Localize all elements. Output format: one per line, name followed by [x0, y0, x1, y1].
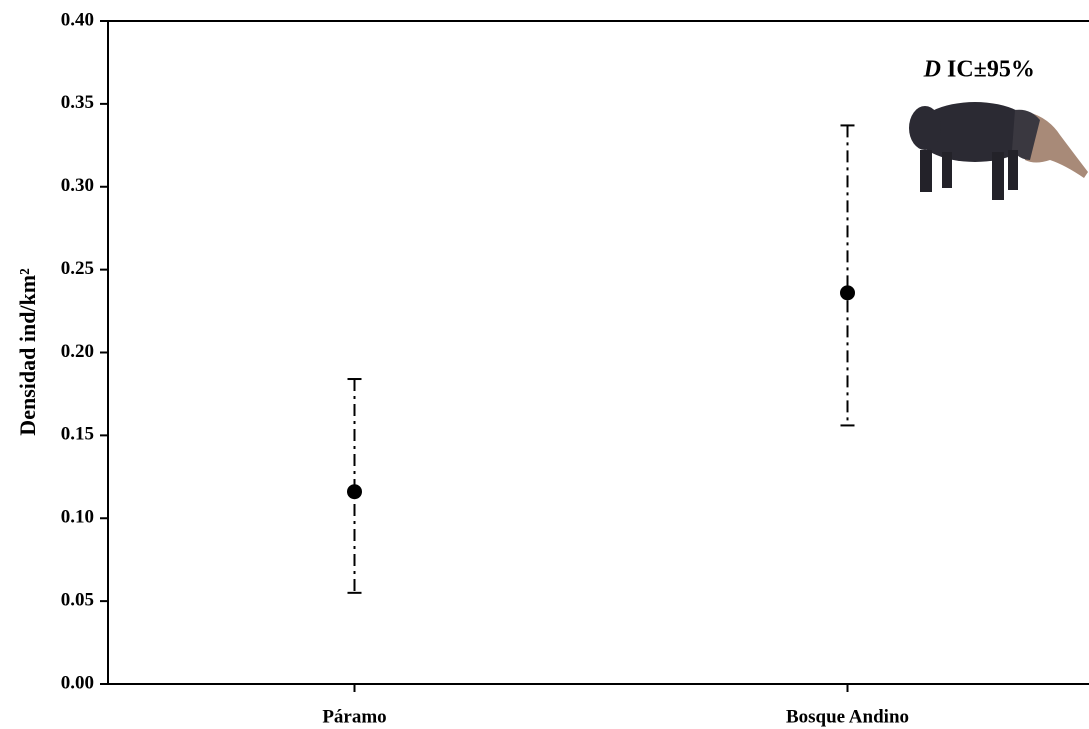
y-tick-label: 0.10 — [61, 507, 94, 528]
x-tick-label: Páramo — [322, 706, 386, 727]
annotation: IC±95% — [947, 57, 1035, 83]
y-tick-label: 0.25 — [61, 258, 94, 279]
y-tick-label: 0.15 — [61, 424, 94, 445]
page: {"chart_data": {"type": "errorbar", "y_l… — [0, 0, 1089, 729]
point — [347, 484, 362, 499]
tapir-illustration — [909, 102, 1088, 200]
y-tick-label: 0.00 — [61, 672, 94, 693]
y-tick-label: 0.05 — [61, 589, 94, 610]
y-tick-label: 0.20 — [61, 341, 94, 362]
y-axis-label: Densidad ind/km² — [15, 268, 40, 436]
x-tick-label: Bosque Andino — [786, 706, 909, 727]
y-tick-label: 0.30 — [61, 175, 94, 196]
y-tick-label: 0.35 — [61, 92, 94, 113]
point — [840, 285, 855, 300]
y-tick-label: 0.40 — [61, 9, 94, 30]
chart: Densidad ind/km² D IC±95% 0.00 0.05 0.10 0.… — [0, 0, 1089, 729]
annotation-symbol: D — [923, 57, 941, 83]
